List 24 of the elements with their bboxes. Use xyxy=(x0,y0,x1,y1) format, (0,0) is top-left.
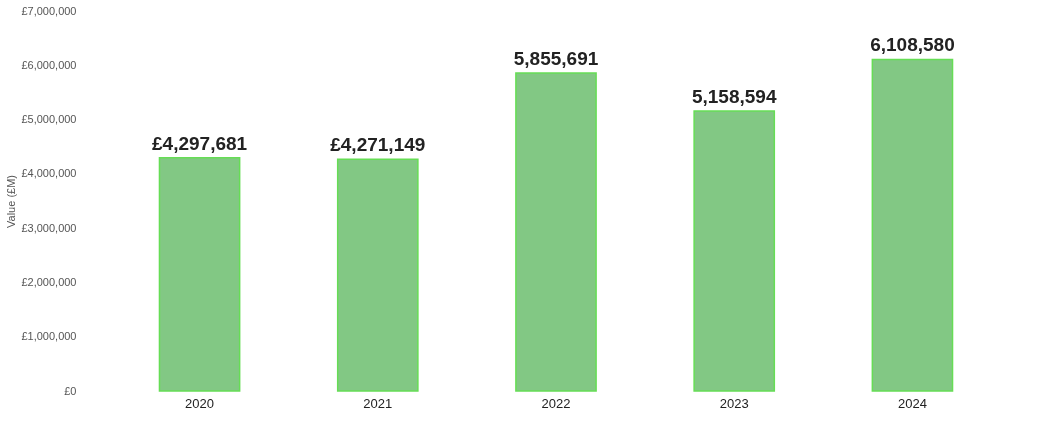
bar xyxy=(871,58,954,392)
bar xyxy=(515,72,597,392)
y-tick-label: £0 xyxy=(64,384,77,397)
x-tick-label: 2020 xyxy=(185,395,215,411)
bar xyxy=(693,110,776,392)
y-tick-label: £3,000,000 xyxy=(21,221,77,234)
x-tick-label: 2023 xyxy=(719,395,749,411)
x-tick-label: 2024 xyxy=(897,395,927,411)
y-tick-label: £6,000,000 xyxy=(21,58,77,71)
x-tick-label: 2022 xyxy=(541,395,571,411)
y-tick-label: £7,000,000 xyxy=(21,4,77,17)
data-label: £4,271,149 xyxy=(330,134,426,156)
y-tick-label: £5,000,000 xyxy=(21,113,77,126)
x-tick-label: 2021 xyxy=(363,395,393,411)
data-label: 6,108,580 xyxy=(870,34,955,56)
y-axis-title: Value (£M) xyxy=(5,175,18,228)
y-tick-label: £4,000,000 xyxy=(21,167,77,180)
data-label: 5,855,691 xyxy=(513,48,599,70)
bar xyxy=(158,156,241,392)
bar xyxy=(336,158,419,392)
data-label: £4,297,681 xyxy=(152,132,248,154)
y-tick-label: £2,000,000 xyxy=(21,275,77,288)
data-label: 5,158,594 xyxy=(691,85,777,107)
y-tick-label: £1,000,000 xyxy=(21,330,77,343)
